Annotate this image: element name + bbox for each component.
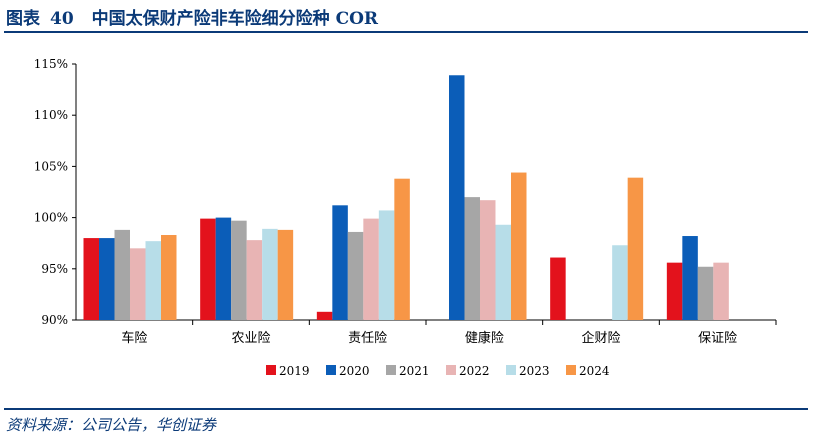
legend-label: 2024 <box>579 364 610 378</box>
bar <box>277 229 294 320</box>
bar <box>464 197 480 320</box>
bar <box>215 217 232 320</box>
x-tick-label: 健康险 <box>465 330 504 346</box>
bar-chart: 90% 95% 100% 105% 110% 115% 车险 农业险 责任险 健康险 企财险 保证险 2… <box>34 57 777 378</box>
figure-title: 中国太保财产险非车险细分险种 COR <box>91 9 379 29</box>
footer-divider <box>4 408 808 410</box>
bar <box>449 75 465 320</box>
bar <box>495 224 511 320</box>
y-tick-label: 115% <box>34 57 68 71</box>
legend-swatch <box>566 365 576 375</box>
bar <box>480 200 496 320</box>
legend-swatch <box>266 365 276 375</box>
bar <box>697 266 714 320</box>
legend-label: 2022 <box>459 364 490 378</box>
bar <box>511 172 527 320</box>
legend-label: 2019 <box>279 364 310 378</box>
y-tick-label: 95% <box>41 262 68 276</box>
bar <box>316 311 333 320</box>
bar <box>246 240 263 320</box>
title-divider <box>4 31 808 33</box>
x-tick-label: 车险 <box>121 330 147 346</box>
figure-label: 图表 <box>6 9 40 29</box>
bar <box>130 248 146 320</box>
bar <box>363 218 379 320</box>
bar <box>627 177 644 320</box>
bar <box>332 205 348 320</box>
bar <box>347 231 364 320</box>
legend-swatch <box>386 365 396 375</box>
bar <box>161 235 177 320</box>
bar <box>231 220 247 320</box>
bar <box>612 245 628 320</box>
y-tick-label: 105% <box>34 159 68 173</box>
figure-number: 40 <box>50 9 74 29</box>
bar <box>145 241 161 320</box>
legend-swatch <box>326 365 336 375</box>
legend-label: 2023 <box>519 364 550 378</box>
y-tick-label: 110% <box>34 108 68 122</box>
y-tick-label: 90% <box>41 313 68 327</box>
legend-swatch <box>506 365 516 375</box>
y-tick-label: 100% <box>34 211 68 225</box>
bar <box>550 257 566 320</box>
legend-swatch <box>446 365 456 375</box>
bar <box>378 210 395 320</box>
chart-title: 图表 40 中国太保财产险非车险细分险种 COR <box>6 4 378 29</box>
bar <box>394 178 410 320</box>
x-tick-label: 保证险 <box>698 331 737 346</box>
x-tick-label: 责任险 <box>348 331 387 346</box>
bar <box>114 229 130 320</box>
x-tick-label: 农业险 <box>231 331 270 346</box>
bar <box>666 262 683 320</box>
bar <box>682 236 698 320</box>
bar <box>83 238 99 320</box>
x-tick-label: 企财险 <box>581 330 620 346</box>
bar <box>99 238 115 320</box>
legend-label: 2020 <box>339 364 370 378</box>
bar <box>200 218 216 320</box>
bar <box>262 228 278 320</box>
legend-label: 2021 <box>399 364 430 378</box>
bar <box>713 262 729 320</box>
source-note: 资料来源：公司公告，华创证券 <box>6 416 217 434</box>
